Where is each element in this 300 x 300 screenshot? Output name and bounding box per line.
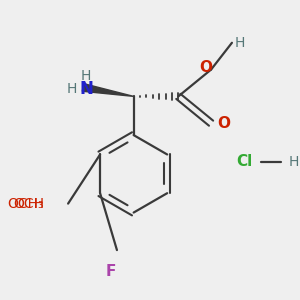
Text: Cl: Cl	[236, 154, 253, 169]
Text: OCH: OCH	[13, 196, 44, 211]
Text: O: O	[217, 116, 230, 131]
Text: O: O	[199, 60, 212, 75]
Text: H: H	[81, 68, 91, 83]
Text: OCH₃: OCH₃	[8, 196, 44, 211]
Text: H: H	[67, 82, 77, 96]
Text: N: N	[79, 80, 93, 98]
Text: F: F	[106, 264, 116, 279]
Polygon shape	[82, 84, 134, 96]
Text: H: H	[289, 155, 299, 169]
Text: H: H	[234, 36, 245, 50]
